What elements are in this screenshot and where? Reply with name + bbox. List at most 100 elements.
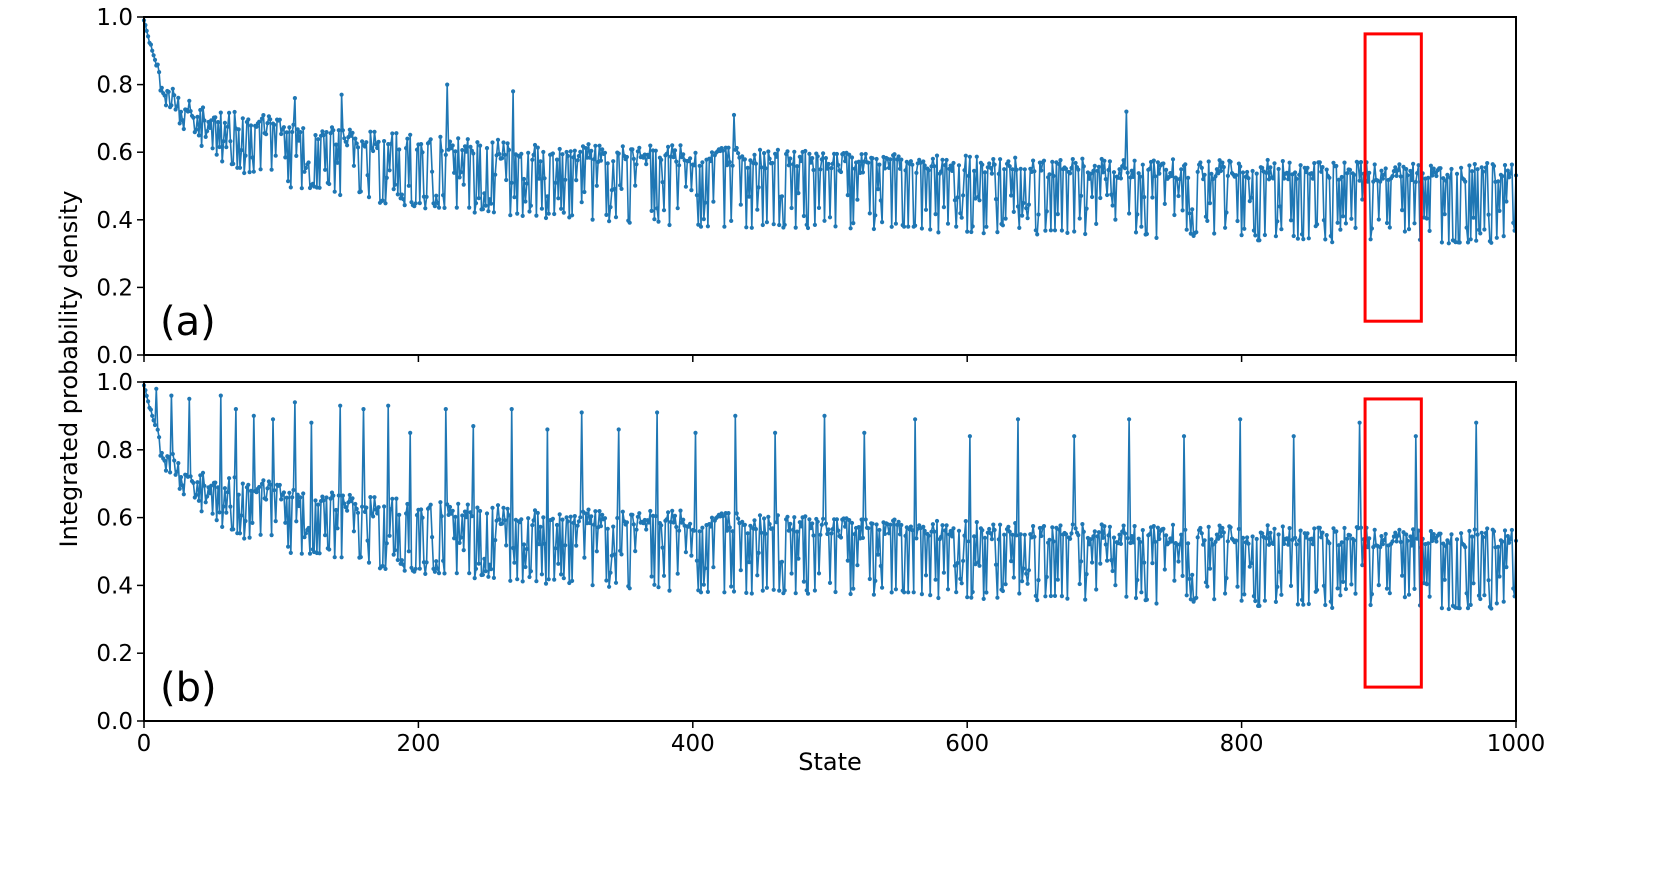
series-point bbox=[1206, 159, 1211, 164]
series-point bbox=[1372, 162, 1377, 167]
series-point bbox=[527, 574, 532, 580]
series-point bbox=[328, 496, 333, 501]
series-point bbox=[1470, 534, 1475, 539]
series-point bbox=[1142, 195, 1147, 200]
series-point bbox=[216, 485, 221, 490]
series-point bbox=[376, 505, 381, 510]
series-point bbox=[321, 133, 326, 138]
series-point bbox=[1216, 536, 1221, 541]
series-point bbox=[375, 145, 380, 151]
series-point bbox=[1225, 173, 1230, 178]
series-point bbox=[257, 119, 262, 124]
series-point bbox=[251, 413, 256, 418]
series-point bbox=[1494, 235, 1499, 240]
series-point bbox=[1408, 168, 1413, 174]
series-point bbox=[1039, 168, 1044, 173]
series-point bbox=[1376, 217, 1381, 222]
series-point bbox=[554, 157, 560, 162]
series-point bbox=[386, 403, 391, 408]
series-point bbox=[1100, 170, 1106, 175]
series-point bbox=[259, 116, 265, 121]
series-point bbox=[1299, 232, 1305, 237]
series-point bbox=[484, 511, 490, 516]
series-point bbox=[602, 150, 608, 155]
series-point bbox=[1443, 178, 1449, 183]
series-point bbox=[1109, 558, 1114, 563]
series-point bbox=[327, 547, 332, 552]
series-point bbox=[390, 131, 395, 136]
series-point bbox=[1393, 530, 1398, 535]
series-point bbox=[436, 205, 442, 210]
series-point bbox=[1209, 537, 1214, 542]
series-point bbox=[1431, 166, 1436, 171]
series-point bbox=[1092, 529, 1097, 534]
series-point bbox=[1186, 541, 1191, 546]
y-tick-label: 1.0 bbox=[96, 370, 133, 396]
series-point bbox=[277, 117, 282, 122]
series-point bbox=[200, 470, 206, 475]
series-point bbox=[1279, 592, 1284, 597]
series-point bbox=[298, 130, 303, 135]
series-point bbox=[1202, 172, 1207, 177]
series-point bbox=[351, 529, 356, 534]
series-point bbox=[1295, 602, 1300, 607]
series-point bbox=[198, 473, 203, 478]
series-point bbox=[786, 163, 791, 168]
series-point bbox=[214, 152, 219, 157]
series-point bbox=[936, 595, 941, 601]
series-point bbox=[1378, 179, 1383, 184]
series-point bbox=[564, 149, 569, 155]
series-point bbox=[339, 92, 344, 97]
series-point bbox=[523, 199, 528, 204]
series-point bbox=[552, 211, 557, 217]
series-point bbox=[1107, 159, 1112, 164]
series-point bbox=[424, 560, 429, 565]
series-point bbox=[1409, 177, 1414, 183]
series-point bbox=[694, 193, 700, 198]
series-point bbox=[560, 152, 565, 157]
series-point bbox=[889, 590, 894, 595]
series-point bbox=[1080, 522, 1085, 527]
series-point bbox=[509, 180, 514, 185]
series-point bbox=[199, 509, 204, 514]
series-point bbox=[343, 139, 348, 144]
series-point bbox=[683, 550, 689, 555]
series-point bbox=[450, 143, 455, 148]
series-point bbox=[620, 144, 625, 149]
series-point bbox=[188, 474, 193, 479]
series-point bbox=[796, 191, 801, 196]
series-point bbox=[897, 532, 903, 537]
series-point bbox=[770, 160, 775, 166]
series-point bbox=[151, 418, 156, 423]
series-point bbox=[387, 533, 392, 538]
series-point bbox=[604, 578, 609, 583]
series-point bbox=[996, 171, 1001, 176]
series-point bbox=[1507, 175, 1512, 180]
series-point bbox=[1035, 598, 1040, 603]
series-point bbox=[803, 514, 808, 519]
series-point bbox=[151, 53, 156, 58]
series-point bbox=[793, 591, 798, 596]
series-point bbox=[829, 531, 834, 536]
series-point bbox=[1272, 526, 1277, 531]
series-point bbox=[1068, 171, 1073, 176]
series-point bbox=[1220, 525, 1225, 531]
series-point bbox=[829, 166, 834, 171]
series-point bbox=[1481, 169, 1486, 174]
series-point bbox=[1031, 158, 1036, 163]
series-point bbox=[727, 160, 732, 165]
series-point bbox=[996, 537, 1001, 542]
series-point bbox=[1472, 527, 1477, 532]
series-point bbox=[295, 127, 300, 132]
series-point bbox=[1433, 170, 1438, 175]
series-point bbox=[1315, 222, 1320, 227]
series-point bbox=[178, 109, 184, 114]
series-point bbox=[1427, 228, 1432, 233]
series-point bbox=[1190, 572, 1195, 578]
series-point bbox=[1279, 227, 1284, 232]
series-point bbox=[987, 161, 992, 166]
series-point bbox=[419, 142, 424, 147]
series-point bbox=[1035, 232, 1040, 237]
series-point bbox=[553, 180, 558, 185]
